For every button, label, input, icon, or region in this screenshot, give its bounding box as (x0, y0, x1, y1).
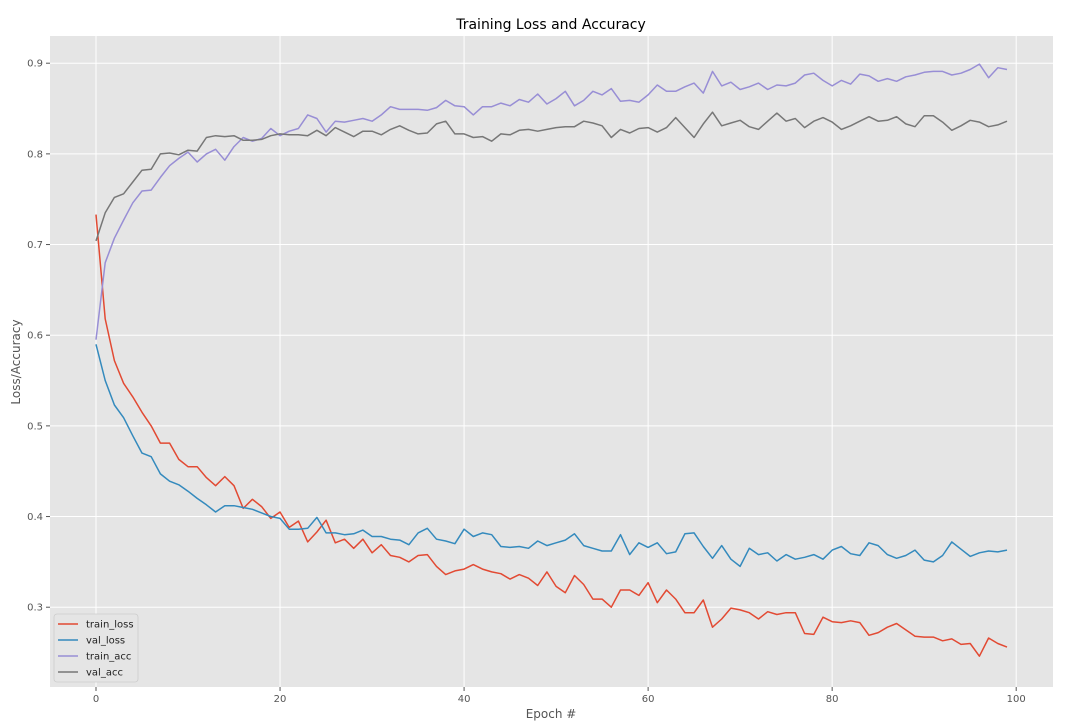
y-axis-label: Loss/Accuracy (9, 319, 23, 404)
y-tick-label: 0.7 (27, 240, 43, 251)
x-tick-label: 100 (1007, 694, 1026, 705)
chart-title: Training Loss and Accuracy (455, 17, 646, 33)
x-axis: 0 20 40 60 80 100 (93, 687, 1026, 705)
plot-area (50, 36, 1053, 687)
x-tick-label: 80 (826, 694, 839, 705)
legend: train_loss val_loss train_acc val_acc (53, 613, 139, 683)
y-tick-label: 0.5 (27, 421, 43, 432)
legend-label-val-loss: val_loss (86, 636, 125, 647)
x-tick-label: 0 (93, 694, 99, 705)
x-tick-label: 40 (458, 694, 471, 705)
y-tick-label: 0.8 (27, 149, 43, 160)
grid-lines (50, 36, 1053, 687)
y-axis: 0.3 0.4 0.5 0.6 0.7 0.8 0.9 (27, 59, 50, 614)
series-line-val-acc (95, 111, 1008, 242)
x-tick-label: 60 (642, 694, 655, 705)
legend-label-train-acc: train_acc (86, 652, 131, 663)
y-tick-label: 0.9 (27, 59, 43, 70)
series-line-val-loss (95, 344, 1008, 568)
legend-box (53, 613, 139, 683)
series-line-train-loss (95, 214, 1008, 657)
x-tick-label: 20 (274, 694, 287, 705)
y-tick-label: 0.6 (27, 331, 43, 342)
series-lines (95, 63, 1008, 657)
legend-label-train-loss: train_loss (86, 620, 134, 631)
legend-label-val-acc: val_acc (86, 668, 123, 679)
x-axis-label: Epoch # (526, 707, 577, 721)
y-tick-label: 0.3 (27, 603, 43, 614)
y-tick-label: 0.4 (27, 512, 43, 523)
series-line-train-acc (95, 63, 1008, 340)
